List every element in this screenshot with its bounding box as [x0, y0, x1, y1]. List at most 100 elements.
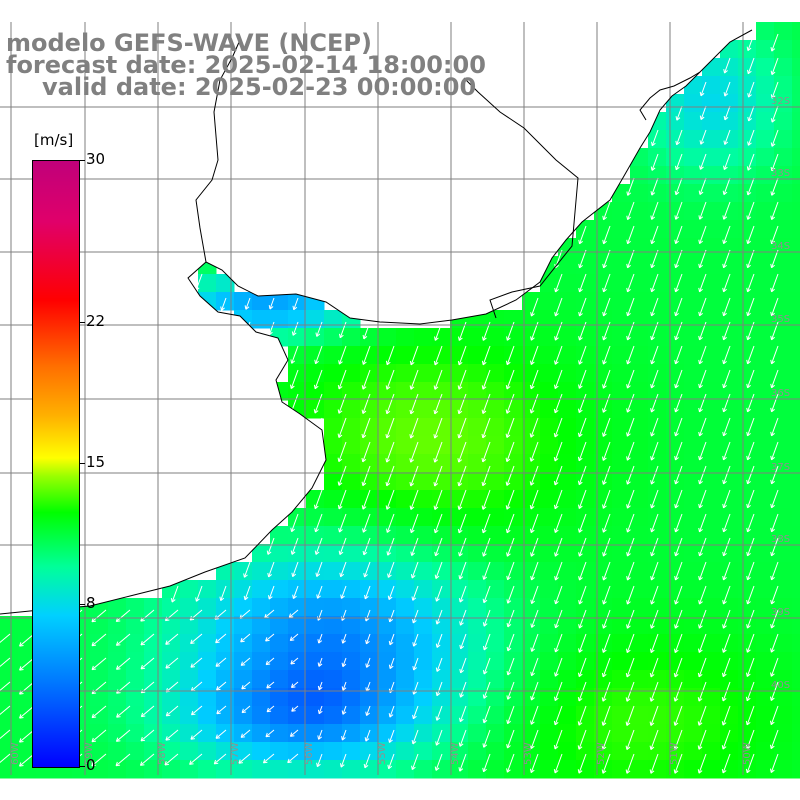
- wind-arrow: [481, 345, 491, 366]
- wind-speed-cell: [396, 526, 415, 545]
- wind-arrow: [746, 57, 755, 75]
- wind-speed-cell: [324, 580, 343, 599]
- wind-speed-cell: [90, 724, 109, 743]
- wind-arrow: [165, 729, 179, 741]
- wind-arrow: [697, 729, 707, 750]
- wind-speed-cell: [252, 742, 271, 761]
- wind-arrow: [365, 633, 371, 645]
- wind-speed-cell: [648, 184, 667, 203]
- wind-speed-cell: [756, 76, 775, 95]
- wind-arrow: [745, 729, 755, 750]
- wind-arrow: [388, 609, 395, 623]
- wind-speed-cell: [0, 706, 19, 725]
- wind-speed-cell: [684, 580, 703, 599]
- wind-speed-cell: [342, 634, 361, 653]
- wind-speed-cell: [738, 148, 757, 167]
- wind-arrow: [409, 489, 419, 510]
- wind-arrow: [338, 513, 347, 533]
- wind-speed-cell: [540, 616, 559, 635]
- wind-arrow: [746, 369, 755, 389]
- wind-speed-cell: [468, 508, 487, 527]
- wind-arrow: [770, 105, 779, 123]
- wind-speed-cell: [702, 724, 721, 743]
- wind-speed-cell: [252, 310, 271, 329]
- wind-speed-cell: [90, 634, 109, 653]
- wind-arrow: [745, 753, 755, 774]
- wind-speed-cell: [540, 634, 559, 653]
- wind-speed-cell: [558, 400, 577, 419]
- wind-arrow: [435, 657, 443, 672]
- wind-speed-cell: [414, 472, 433, 491]
- wind-speed-cell: [522, 580, 541, 599]
- wind-speed-cell: [90, 706, 109, 725]
- wind-arrow: [723, 129, 731, 145]
- wind-speed-cell: [792, 346, 800, 365]
- wind-speed-cell: [756, 364, 775, 383]
- wind-speed-cell: [0, 652, 19, 671]
- wind-speed-cell: [324, 418, 343, 437]
- wind-arrow: [745, 705, 755, 726]
- wind-speed-cell: [396, 328, 415, 347]
- wind-arrow: [317, 729, 323, 740]
- wind-speed-cell: [432, 454, 451, 473]
- wind-speed-cell: [342, 382, 361, 401]
- wind-speed-cell: [450, 706, 469, 725]
- wind-speed-cell: [720, 112, 739, 131]
- wind-speed-cell: [486, 436, 505, 455]
- wind-speed-cell: [774, 166, 793, 185]
- wind-arrow: [553, 441, 563, 462]
- wind-speed-cell: [756, 148, 775, 167]
- wind-arrow: [674, 225, 683, 245]
- wind-arrow: [434, 537, 443, 557]
- land-mask: [0, 0, 752, 614]
- wind-speed-cell: [756, 598, 775, 617]
- wind-arrow: [268, 321, 275, 336]
- wind-speed-cell: [342, 328, 361, 347]
- wind-arrow: [674, 393, 683, 413]
- wind-arrow: [722, 465, 731, 485]
- wind-arrow: [481, 369, 491, 390]
- wind-speed-cell: [630, 724, 649, 743]
- wind-speed-cell: [666, 526, 685, 545]
- colorbar-tick-mark: [79, 604, 85, 606]
- wind-speed-cell: [468, 472, 487, 491]
- wind-speed-cell: [378, 760, 397, 779]
- wind-speed-cell: [558, 454, 577, 473]
- wind-speed-cell: [792, 202, 800, 221]
- wind-arrow: [115, 753, 131, 767]
- wind-speed-cell: [306, 598, 325, 617]
- wind-arrow: [602, 441, 611, 461]
- wind-speed-cell: [324, 562, 343, 581]
- wind-arrow: [409, 417, 419, 439]
- wind-arrow: [578, 609, 587, 629]
- wind-arrow: [457, 441, 467, 463]
- wind-speed-cell: [774, 292, 793, 311]
- wind-speed-cell: [666, 148, 685, 167]
- wind-speed-cell: [126, 706, 145, 725]
- wind-speed-cell: [540, 472, 559, 491]
- wind-speed-cell: [684, 760, 703, 779]
- wind-speed-cell: [540, 328, 559, 347]
- wind-speed-cell: [396, 562, 415, 581]
- wind-speed-cell: [108, 670, 127, 689]
- wind-speed-cell: [378, 652, 397, 671]
- wind-speed-cell: [288, 670, 307, 689]
- wind-speed-cell: [324, 742, 343, 761]
- wind-speed-cell: [558, 598, 577, 617]
- wind-arrow: [165, 705, 179, 717]
- wind-arrow: [770, 345, 779, 365]
- wind-arrow: [770, 225, 779, 245]
- wind-speed-cell: [540, 346, 559, 365]
- wind-speed-cell: [324, 616, 343, 635]
- wind-arrow: [650, 345, 659, 365]
- wind-arrow: [649, 729, 659, 750]
- wind-speed-cell: [216, 688, 235, 707]
- wind-speed-cell: [756, 328, 775, 347]
- wind-speed-cell: [738, 292, 757, 311]
- wind-arrow: [770, 33, 779, 52]
- wind-arrow: [506, 705, 515, 725]
- river-plate-shore: [195, 39, 241, 263]
- wind-speed-cell: [126, 724, 145, 743]
- wind-speed-cell: [756, 562, 775, 581]
- wind-speed-cell: [792, 94, 800, 113]
